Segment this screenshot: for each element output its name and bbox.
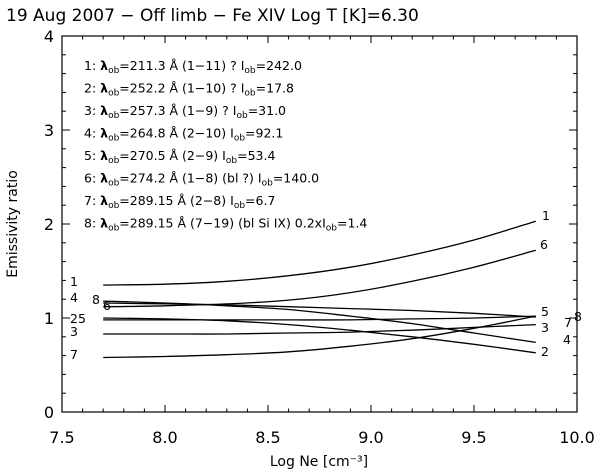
legend-entry-4: 4: λob​=264.8 Å (2−10) Iob​=92.1 <box>84 126 283 144</box>
start-label: 6 <box>103 298 111 313</box>
start-label: 1 <box>70 274 78 289</box>
end-label: 7 <box>564 315 572 330</box>
start-label: 7 <box>70 347 78 362</box>
x-tick-label: 9.0 <box>358 428 383 447</box>
legend-entry-6: 6: λob​=274.2 Å (1−8) (bl ?) Iob​=140.0 <box>84 171 319 189</box>
start-label: 4 <box>70 290 78 305</box>
y-tick-label: 4 <box>44 27 54 46</box>
legend-entry-3: 3: λob​=257.3 Å (1−9) ? Iob​=31.0 <box>84 103 286 121</box>
end-label: 8 <box>574 309 582 324</box>
legend: 1: λob​=211.3 Å (1−11) ? Iob​=242.0 2: λo… <box>84 58 367 234</box>
legend-entry-2: 2: λob​=252.2 Å (1−10) ? Iob​=17.8 <box>84 81 294 99</box>
curve-series-1 <box>103 220 536 286</box>
x-tick-label: 8.0 <box>152 428 177 447</box>
curve-series-8 <box>103 302 536 318</box>
end-label: 5 <box>541 304 549 319</box>
chart-title: 19 Aug 2007 − Off limb − Fe XIV Log T [K… <box>6 6 419 26</box>
curve-series-7 <box>103 315 536 359</box>
x-tick-label: 9.5 <box>461 428 486 447</box>
x-axis-label: Log Ne [cm⁻³] <box>270 454 368 470</box>
y-tick-label: 0 <box>44 403 54 422</box>
curve-series-3 <box>103 323 536 335</box>
legend-entry-7: 7: λob​=289.15 Å (2−8) Iob​=6.7 <box>84 193 275 211</box>
end-label: 2 <box>541 344 549 359</box>
end-label: 6 <box>540 237 548 252</box>
x-tick-label: 10.0 <box>559 428 595 447</box>
legend-entry-5: 5: λob​=270.5 Å (2−9) Iob​=53.4 <box>84 148 275 166</box>
curve-series-5 <box>103 315 536 321</box>
y-axis-label: Emissivity ratio <box>5 170 21 278</box>
curve-series-2 <box>103 317 536 354</box>
x-tick-label: 7.5 <box>49 428 74 447</box>
y-tick-label: 3 <box>44 121 54 140</box>
curve-series-6 <box>103 249 536 308</box>
end-label: 3 <box>541 320 549 335</box>
end-label: 1 <box>542 208 550 223</box>
start-label: 25 <box>70 311 86 326</box>
y-tick-label: 2 <box>44 215 54 234</box>
legend-entry-1: 1: λob​=211.3 Å (1−11) ? Iob​=242.0 <box>84 58 302 76</box>
legend-entry-8: 8: λob​=289.15 Å (7−19) (bl Si IX) 0.2xI… <box>84 216 367 234</box>
end-label: 4 <box>563 332 571 347</box>
start-label: 8 <box>92 292 100 307</box>
curves <box>103 220 536 359</box>
x-tick-label: 8.5 <box>255 428 280 447</box>
y-tick-label: 1 <box>44 309 54 328</box>
curve-series-4 <box>103 300 536 344</box>
start-label: 3 <box>70 324 78 339</box>
